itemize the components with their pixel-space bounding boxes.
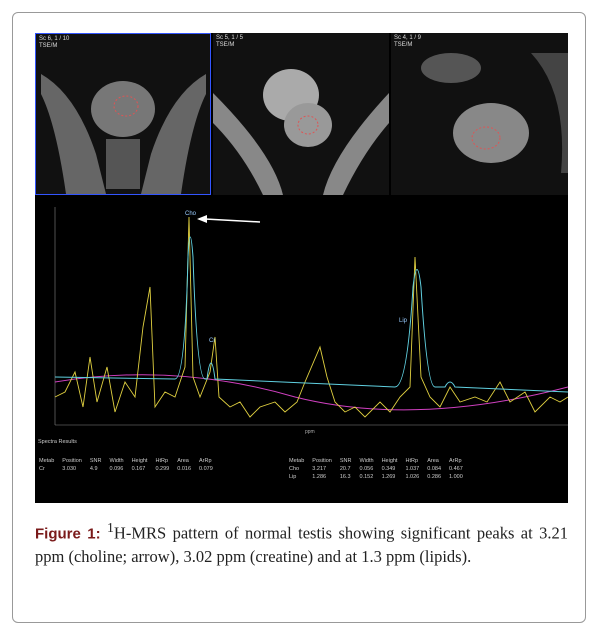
header-cell: Height — [131, 458, 148, 464]
header-cell: Position — [312, 458, 332, 464]
header-cell: Area — [177, 458, 189, 464]
cell: 0.079 — [199, 466, 213, 472]
series-label: Sc 4, 1 / 9 — [394, 35, 422, 41]
row: Lip 1.286 16.3 0.152 1.269 1.026 0.286 1.000 — [285, 473, 467, 481]
header-cell: ArRp — [449, 458, 462, 464]
row: Cr 3.030 4.9 0.096 0.167 0.299 0.016 0.079 — [35, 465, 217, 473]
cell: 0.016 — [177, 466, 191, 472]
cell: 0.299 — [155, 466, 170, 472]
table-title: Spectra Results — [38, 439, 77, 445]
header-cell: Position — [62, 458, 82, 464]
axis-label: ppm — [305, 429, 315, 435]
sequence-label: TSE/M — [394, 42, 413, 48]
header-cell: Width — [359, 458, 374, 464]
header-cell: Width — [109, 458, 124, 464]
figure-frame — [12, 12, 586, 623]
header-cell: SNR — [339, 458, 352, 464]
cell: 16.3 — [339, 474, 351, 480]
cell: 0.084 — [427, 466, 441, 472]
mri-panel: Sc 6, 1 / 10 TSE/M — [35, 33, 211, 195]
cell: 1.037 — [405, 466, 420, 472]
sequence-label: TSE/M — [39, 43, 58, 49]
mri-image — [421, 53, 568, 173]
caption: Figure 1: 1H-MRS pattern of normal testi… — [35, 517, 568, 568]
cell: Cr — [39, 466, 45, 472]
peak-label: Cho — [185, 211, 197, 217]
mri-panel: Sc 5, 1 / 5 TSE/M — [213, 33, 389, 195]
header-row: Metab Position SNR Width Height HtRp Area ArRp — [285, 457, 467, 465]
header-cell: SNR — [89, 458, 102, 464]
cell: 1.000 — [449, 474, 463, 480]
cell: 0.467 — [449, 466, 463, 472]
caption-label: Figure 1: — [35, 525, 101, 543]
cell: Cho — [289, 466, 300, 472]
header-cell: Height — [381, 458, 398, 464]
right-table: Metab Position SNR Width Height HtRp Area ArRp C… — [285, 457, 467, 481]
cell: 0.349 — [381, 466, 396, 472]
header-cell: HtRp — [155, 458, 168, 464]
cell: 0.167 — [131, 466, 146, 472]
cell: 1.269 — [381, 474, 396, 480]
header-cell: ArRp — [199, 458, 212, 464]
peak-label: Lip — [399, 318, 408, 324]
mri-panel: Sc 4, 1 / 9 TSE/M — [391, 33, 568, 195]
cell: 4.9 — [89, 466, 98, 472]
header-cell: Metab — [289, 458, 305, 464]
cell: 0.056 — [359, 466, 374, 472]
header-cell: Area — [427, 458, 439, 464]
mri-image — [213, 69, 389, 195]
caption-superscript: 1 — [107, 520, 114, 535]
cell: 0.096 — [109, 466, 124, 472]
cell: 20.7 — [339, 466, 351, 472]
cell: 1.026 — [405, 474, 420, 480]
cell: 0.286 — [427, 474, 441, 480]
caption-text: H-MRS pattern of normal testis showing s… — [35, 523, 568, 566]
figure-image: Sc 6, 1 / 10 TSE/M Sc 5, 1 / 5 TSE/M Sc … — [35, 33, 568, 503]
cell: Lip — [289, 474, 297, 480]
cell: 3.030 — [62, 466, 77, 472]
cell: 3.217 — [312, 466, 327, 472]
peak-label: Cr — [209, 338, 215, 344]
left-table: Metab Position SNR Width Height HtRp Area ArRp C… — [35, 457, 217, 473]
header-cell: Metab — [39, 458, 55, 464]
cell: 1.286 — [312, 474, 327, 480]
series-label: Sc 5, 1 / 5 — [216, 35, 244, 41]
mri-image — [41, 74, 206, 194]
cell: 0.152 — [359, 474, 374, 480]
sequence-label: TSE/M — [216, 42, 235, 48]
series-label: Sc 6, 1 / 10 — [39, 36, 70, 42]
spectrum-plot: Cho Cr Lip ppm — [54, 207, 568, 435]
header-cell: HtRp — [405, 458, 418, 464]
header-row: Metab Position SNR Width Height HtRp Area ArRp — [35, 457, 217, 465]
results-table: Spectra Results Metab Position SNR Width Hei… — [35, 435, 568, 503]
row: Cho 3.217 20.7 0.056 0.349 1.037 0.084 0.467 — [285, 465, 467, 473]
